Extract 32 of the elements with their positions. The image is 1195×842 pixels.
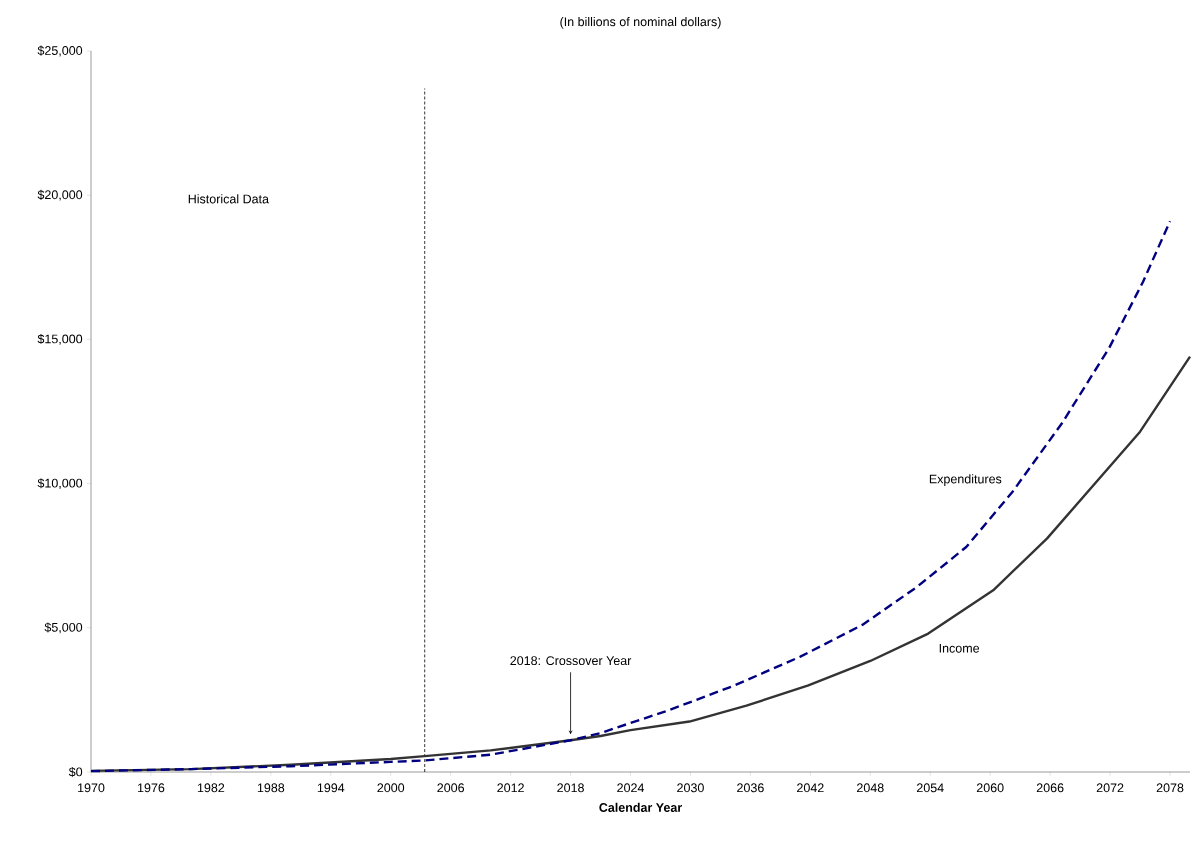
x-tick-label: 2078 (1156, 783, 1184, 793)
x-tick-label: 2066 (1036, 783, 1064, 793)
chart-title: (In billions of nominal dollars) (560, 17, 721, 29)
y-tick-label: $25,000 (37, 45, 83, 57)
x-tick-label: 1994 (317, 783, 345, 793)
y-tick-label: $20,000 (37, 189, 83, 201)
y-tick-label: $15,000 (37, 333, 83, 345)
x-tick-label: 2024 (617, 783, 645, 793)
annotation: 2018: Crossover Year (510, 656, 632, 666)
x-tick-label: 2072 (1096, 783, 1124, 793)
x-tick-label: 2030 (677, 783, 704, 793)
x-tick-label: 2000 (377, 783, 405, 793)
x-tick-label: 1988 (257, 783, 285, 793)
x-tick-label: 2042 (797, 783, 824, 793)
series-label: Income (939, 643, 980, 653)
x-tick-label: 2036 (737, 783, 764, 793)
annotation: Historical Data (188, 194, 269, 204)
x-tick-label: 2060 (976, 783, 1004, 793)
x-tick-label: 2018 (557, 783, 584, 793)
x-tick-label: 1976 (138, 783, 165, 793)
x-tick-label: 2006 (437, 783, 465, 793)
x-axis-title: Calendar Year (599, 802, 682, 812)
x-tick-label: 1982 (197, 783, 225, 793)
y-tick-label: $5,000 (44, 622, 83, 634)
x-tick-label: 2048 (857, 783, 884, 793)
line-series (89, 219, 1172, 773)
x-tick-label: 2054 (916, 783, 944, 793)
x-tick-label: 2012 (497, 783, 524, 793)
y-tick-label: $10,000 (37, 478, 83, 490)
y-tick-label: $0 (68, 766, 83, 778)
x-tick-label: 1970 (78, 783, 105, 793)
series-label: Expenditures (929, 474, 1002, 486)
